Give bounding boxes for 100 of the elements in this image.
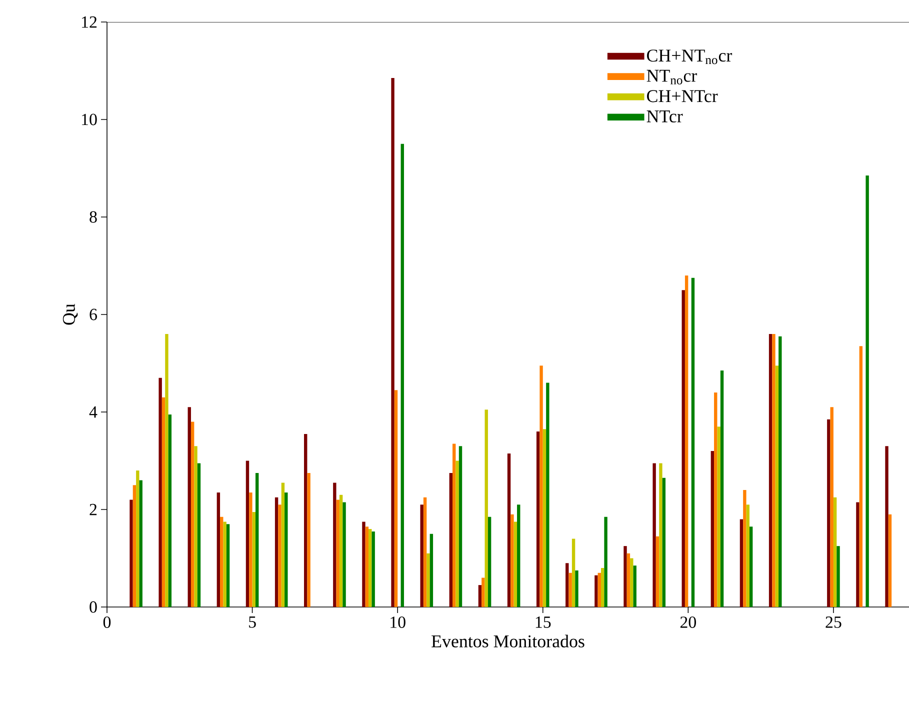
bar xyxy=(768,334,772,607)
y-tick-label: 2 xyxy=(90,504,97,516)
bar xyxy=(717,426,720,607)
bar xyxy=(572,538,576,607)
bar xyxy=(372,531,375,607)
bar xyxy=(365,526,369,607)
bar xyxy=(778,336,782,607)
bar xyxy=(833,497,837,607)
bar xyxy=(720,370,724,607)
bar xyxy=(710,451,714,607)
bar xyxy=(307,472,310,607)
bar xyxy=(624,546,627,607)
bar xyxy=(652,463,656,607)
y-tick-label: 0 xyxy=(90,601,97,613)
legend-label: NT$_{no}$cr xyxy=(646,70,697,84)
bar xyxy=(400,144,404,607)
bar xyxy=(449,472,452,607)
bar xyxy=(827,419,830,607)
bar xyxy=(542,429,546,607)
bar xyxy=(888,514,892,607)
bar xyxy=(594,575,598,607)
x-tick-label: 0 xyxy=(103,616,111,628)
bar xyxy=(162,397,166,607)
bar xyxy=(394,390,398,607)
bar xyxy=(626,553,630,607)
bar xyxy=(662,478,666,607)
bar xyxy=(339,494,343,607)
bar xyxy=(220,516,224,607)
bar xyxy=(656,536,660,607)
bar xyxy=(600,568,604,607)
bar xyxy=(136,470,140,607)
bar xyxy=(456,460,459,607)
bar xyxy=(510,514,514,607)
bar xyxy=(278,504,282,607)
bar xyxy=(158,378,162,607)
x-tick-label: 15 xyxy=(536,616,551,628)
bar xyxy=(284,492,288,607)
bar xyxy=(165,334,168,607)
bar xyxy=(488,516,492,607)
x-tick-label: 20 xyxy=(680,616,696,628)
bar xyxy=(775,366,779,607)
bar xyxy=(740,519,744,607)
bar xyxy=(223,522,226,607)
bar xyxy=(546,382,550,607)
x-tick-label: 10 xyxy=(390,616,406,628)
bar xyxy=(304,434,308,607)
bar xyxy=(630,558,634,607)
bar xyxy=(885,446,888,607)
bar xyxy=(188,407,191,607)
y-tick-label: 12 xyxy=(82,16,97,28)
legend-label: NTcr xyxy=(646,110,683,122)
bar xyxy=(281,482,285,607)
y-tick-label: 4 xyxy=(89,406,98,418)
bar xyxy=(197,463,201,607)
bar xyxy=(139,480,142,607)
bar xyxy=(423,497,427,607)
bar xyxy=(517,504,520,607)
bar xyxy=(458,446,462,607)
bar xyxy=(130,500,133,607)
bar xyxy=(426,553,430,607)
bar xyxy=(478,585,482,607)
bar xyxy=(216,492,220,607)
bar xyxy=(682,290,685,607)
bar xyxy=(536,432,540,607)
bar xyxy=(746,504,750,607)
y-axis-title: Qu xyxy=(62,304,78,325)
bar xyxy=(482,578,485,607)
bar xyxy=(391,78,394,607)
bar xyxy=(226,524,230,607)
y-tick-label: 8 xyxy=(90,211,97,223)
bar xyxy=(749,526,753,607)
bar xyxy=(132,485,136,607)
bar xyxy=(274,497,278,607)
bar xyxy=(194,446,198,607)
x-axis-title: Eventos Monitorados xyxy=(432,634,584,648)
y-tick-label: 6 xyxy=(90,308,97,320)
bar xyxy=(540,366,543,607)
bar xyxy=(598,572,601,607)
bar xyxy=(255,472,259,607)
bar xyxy=(507,453,511,607)
bar xyxy=(342,502,346,607)
x-tick-label: 25 xyxy=(826,616,842,628)
legend-label: CH+NT$_{no}$cr xyxy=(647,50,732,64)
bar xyxy=(336,500,340,607)
bar xyxy=(190,422,194,607)
legend-label: CH+NTcr xyxy=(647,90,718,102)
bar xyxy=(368,529,372,607)
bar xyxy=(772,334,776,607)
bar xyxy=(684,275,688,607)
bar xyxy=(659,463,662,607)
bar xyxy=(714,392,718,607)
bar xyxy=(249,492,252,607)
bar xyxy=(604,516,608,607)
bar xyxy=(566,563,569,607)
bar xyxy=(452,444,456,607)
bar xyxy=(691,278,695,607)
bar xyxy=(430,534,434,607)
bar xyxy=(568,572,572,607)
bar xyxy=(246,460,250,607)
bar xyxy=(252,512,256,607)
